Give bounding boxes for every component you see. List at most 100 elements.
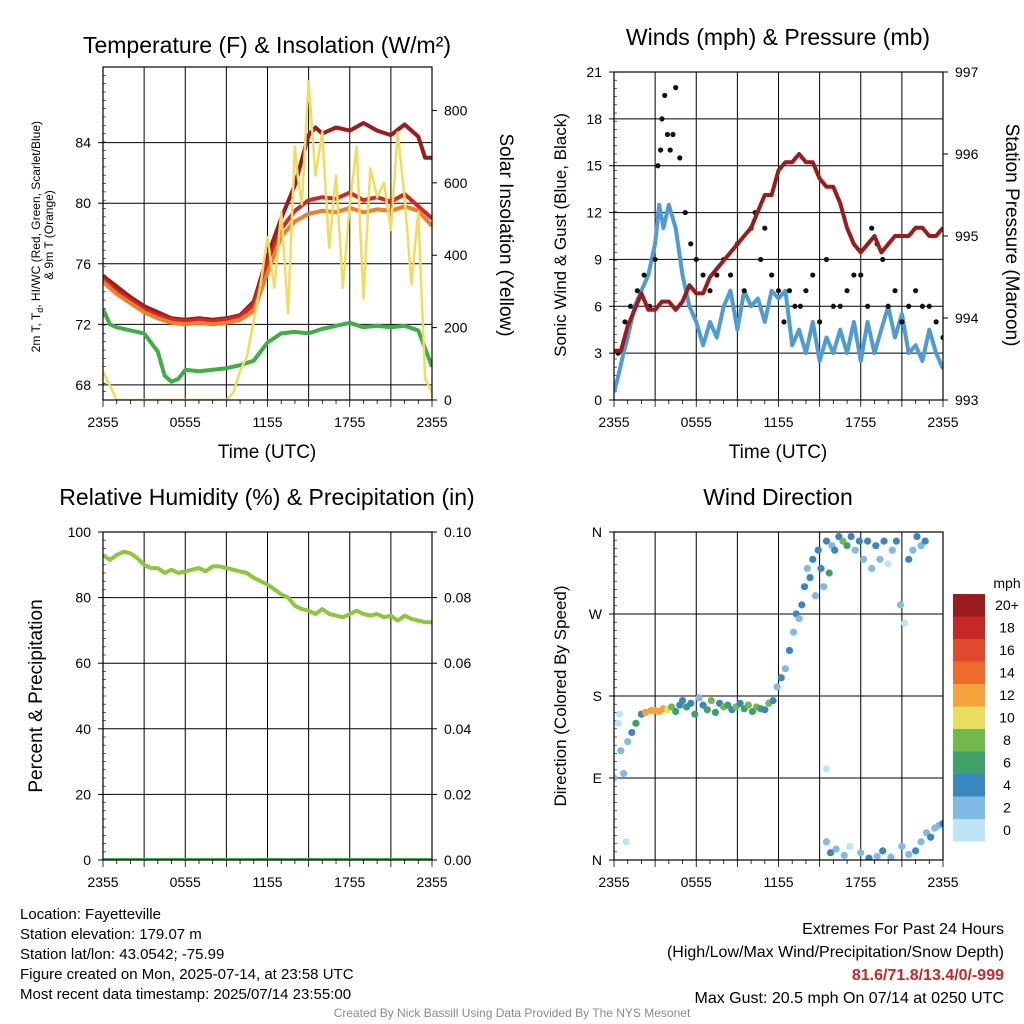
winds-gust-point: [858, 272, 864, 278]
winds-xtick-label: 1155: [763, 414, 793, 430]
temperature-ytick-right-label: 600: [444, 175, 468, 191]
humidity-xtick-label: 1155: [252, 874, 282, 890]
wind-direction-point: [822, 765, 831, 773]
wind-direction-point: [857, 849, 865, 857]
wind-direction-point: [884, 560, 892, 568]
winds-gust-point: [880, 256, 886, 263]
winds-gust-point: [933, 319, 939, 325]
winds-gust-point: [693, 256, 699, 263]
wind-direction-point: [873, 852, 881, 860]
winds-ytick-label: 3: [594, 345, 602, 361]
winds-gust-point: [670, 131, 676, 138]
wind-direction-ylabel: Direction (Colored By Speed): [551, 585, 570, 806]
colorbar-label: 16: [999, 642, 1015, 658]
humidity-xtick-label: 0555: [170, 874, 201, 890]
wind-direction-point: [913, 532, 921, 541]
humidity-ytick-right-label: 0.08: [444, 590, 471, 606]
wind-direction-xtick-label: 1155: [763, 874, 793, 890]
winds-gust-point: [762, 225, 768, 231]
winds-gust-point: [851, 272, 857, 278]
winds-ytick-label: 15: [586, 158, 602, 174]
temperature-ytick-label: 68: [75, 377, 91, 393]
humidity-ytick-label: 40: [75, 721, 91, 737]
wind-direction-point: [822, 537, 831, 545]
extremes-heading: Extremes For Past 24 Hours: [802, 921, 1004, 938]
wind-direction-point: [695, 694, 703, 702]
winds-gust-point: [781, 319, 787, 325]
wind-direction-point: [798, 601, 806, 609]
wind-direction-panel: Wind Direction Direction (Colored By Spe…: [551, 484, 1021, 890]
winds-gust-point: [664, 131, 671, 138]
wind-direction-point: [896, 601, 905, 609]
winds-gust-point: [792, 303, 798, 309]
temperature-ytick-label: 72: [75, 316, 91, 332]
winds-panel: Winds (mph) & Pressure (mb) Time (UTC) S…: [551, 24, 1022, 463]
winds-xtick-label: 0555: [681, 414, 712, 430]
temperature-ytick-right-label: 800: [444, 102, 468, 118]
wind-direction-point: [905, 850, 913, 859]
wind-direction-frame: [613, 531, 944, 861]
wind-direction-xtick-label: 2355: [927, 874, 958, 890]
winds-gust-point: [885, 303, 891, 309]
humidity-xtick-label: 1755: [334, 874, 365, 890]
temperature-ylabel-part3: & 9m T (Orange): [42, 190, 56, 280]
wind-direction-point: [773, 683, 781, 691]
temperature-xtick-label: 2355: [87, 414, 118, 430]
temperature-title-text: Temperature (F) & Insolation (W/m²): [83, 32, 451, 58]
winds-plot-area: [614, 85, 943, 393]
wind-direction-point: [832, 845, 840, 853]
winds-gust-point: [659, 116, 665, 122]
winds-gust-point: [830, 303, 836, 309]
humidity-ytick-label: 60: [75, 655, 91, 671]
humidity-ylabel: Percent & Precipitation: [26, 599, 47, 792]
winds-ytick-right-label: 997: [955, 64, 979, 80]
winds-gust-point: [865, 303, 871, 309]
temperature-ytick-label: 76: [75, 256, 91, 272]
temperature-ytick-label: 84: [75, 135, 91, 151]
temperature-ylabel-part2: , HI/WC (Red, Green, Scarlet/Blue): [29, 121, 43, 308]
temperature-plot-area: [103, 80, 432, 400]
winds-ytick-label: 18: [586, 111, 602, 127]
wind-direction-point: [617, 747, 625, 755]
humidity-ytick-label: 80: [75, 590, 91, 606]
colorbar-label: 6: [1003, 755, 1011, 771]
colorbar-label: 10: [999, 710, 1015, 726]
wind-direction-point: [711, 708, 720, 717]
wind-direction-point: [880, 537, 888, 545]
winds-gust-point: [803, 288, 809, 294]
temperature-panel: Temperature (F) & Insolation (W/m²) Time…: [29, 32, 516, 463]
winds-gust-point: [817, 319, 823, 325]
winds-gust-point: [769, 272, 775, 278]
winds-gust-point: [655, 163, 661, 169]
winds-gust-point: [673, 85, 679, 91]
humidity-plot-area: [103, 549, 432, 860]
winds-title: Winds (mph) & Pressure (mb): [626, 24, 930, 50]
wind-direction-xtick-label: 0555: [681, 874, 712, 890]
wind-direction-point: [785, 646, 794, 655]
humidity-panel: Relative Humidity (%) & Precipitation (i…: [26, 484, 475, 890]
wind-direction-point: [736, 699, 744, 707]
wind-direction-point: [777, 674, 785, 682]
wind-direction-ytick-label: E: [593, 770, 602, 786]
humidity-ytick-right-label: 0.02: [444, 786, 471, 802]
wind-direction-point: [820, 583, 828, 591]
humidity-series-line-0: [103, 549, 432, 625]
winds-gust-point: [622, 319, 628, 325]
winds-ytick-label: 0: [594, 392, 602, 408]
figure-created: Figure created on Mon, 2025-07-14, at 23…: [20, 966, 354, 983]
humidity-title: Relative Humidity (%) & Precipitation (i…: [59, 484, 474, 510]
humidity-ytick-right-label: 0.06: [444, 655, 471, 671]
station-elevation: Station elevation: 179.07 m: [20, 926, 202, 943]
wind-direction-point: [703, 706, 711, 714]
colorbar-swatch: [953, 774, 985, 797]
station-location: Location: Fayetteville: [20, 906, 161, 923]
wind-direction-point: [622, 838, 630, 846]
temperature-ylabel-part1: 2m T, T: [29, 312, 43, 352]
winds-gust-point: [844, 288, 850, 294]
wind-direction-point: [744, 701, 752, 709]
colorbar-swatch: [953, 796, 985, 819]
wind-direction-point: [707, 696, 715, 705]
winds-gust-point: [741, 288, 747, 294]
wind-direction-point: [876, 555, 884, 563]
temperature-ytick-right-label: 400: [444, 247, 468, 263]
